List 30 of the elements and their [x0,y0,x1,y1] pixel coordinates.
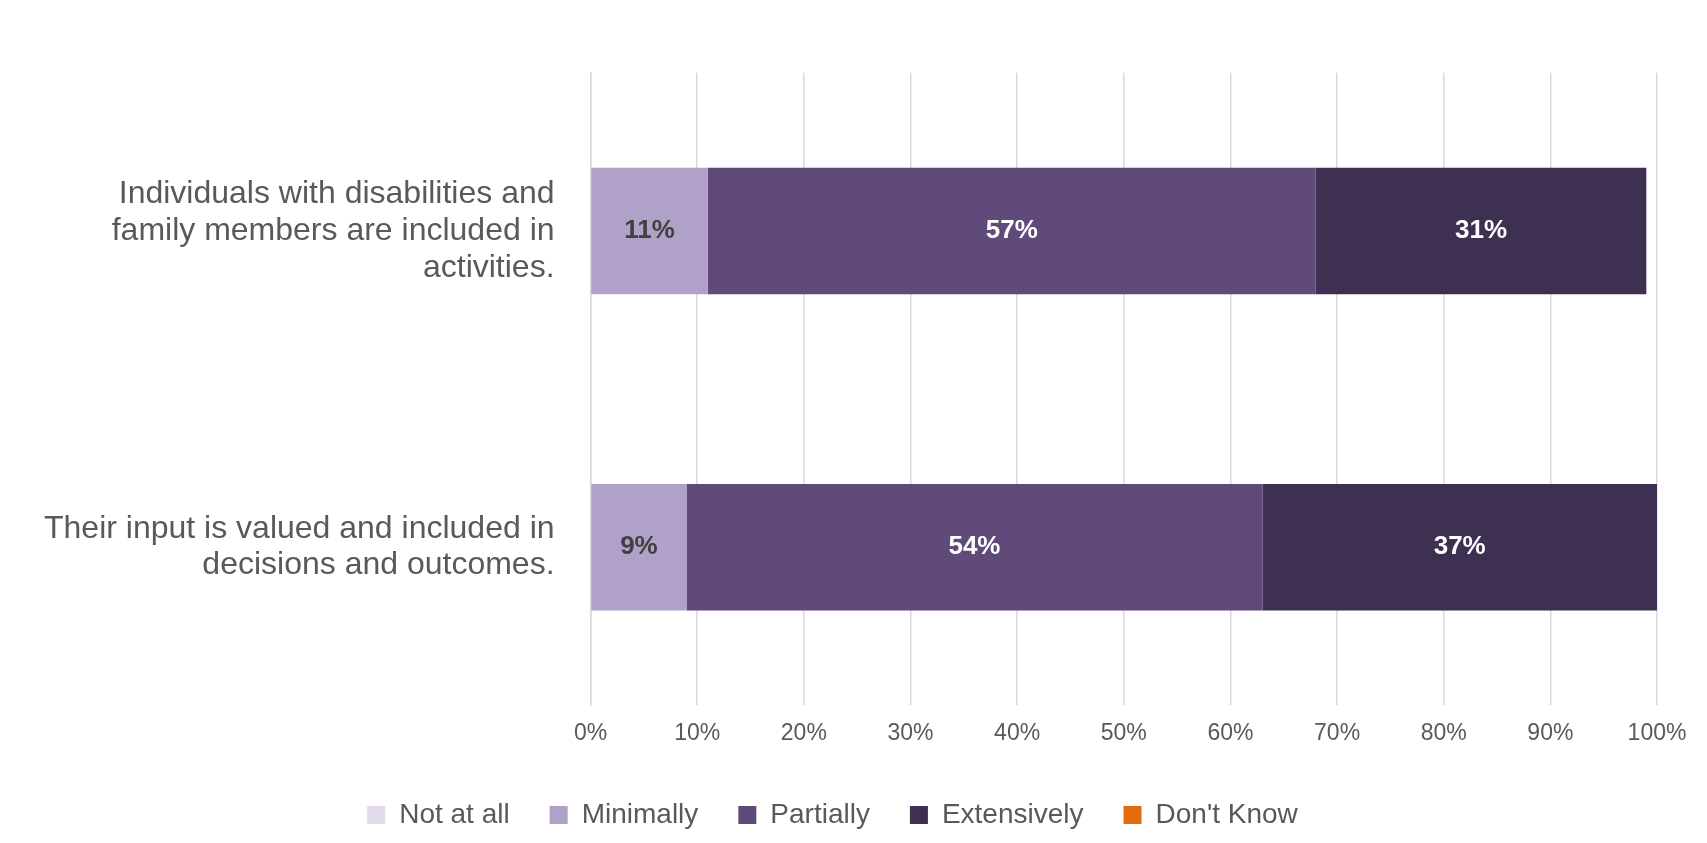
data-label: 31% [1455,214,1508,245]
bar [707,167,1316,295]
data-label: 9% [620,530,658,561]
data-label: 37% [1433,530,1486,561]
x-tick-label: 40% [994,718,1041,745]
data-label: 54% [948,530,1001,561]
data-label: 57% [985,214,1038,245]
x-tick-label: 80% [1420,718,1467,745]
bar [1315,167,1647,295]
bar [591,167,708,295]
x-tick-label: 0% [573,718,608,745]
data-label: 11% [624,214,675,245]
x-tick-label: 10% [674,718,721,745]
y-tick-label: Their input is valued and included in decisions and outcomes. [44,508,555,582]
legend-label: Not at all [399,797,510,829]
bar [591,483,687,611]
x-tick-label: 100% [1627,718,1687,745]
legend-label: Partially [770,797,870,829]
y-tick-label: Individuals with disabilities and family members are included in activities. [111,173,555,284]
x-tick-label: 60% [1207,718,1254,745]
bar [1262,483,1657,611]
x-tick-label: 50% [1100,718,1147,745]
x-tick-label: 30% [887,718,934,745]
legend-label: Minimally [581,797,699,829]
legend-label: Don't Know [1155,797,1299,829]
legend-label: Extensively [941,797,1084,829]
x-tick-label: 90% [1527,718,1574,745]
bar [686,483,1263,611]
x-tick-label: 20% [780,718,827,745]
x-tick-label: 70% [1314,718,1361,745]
